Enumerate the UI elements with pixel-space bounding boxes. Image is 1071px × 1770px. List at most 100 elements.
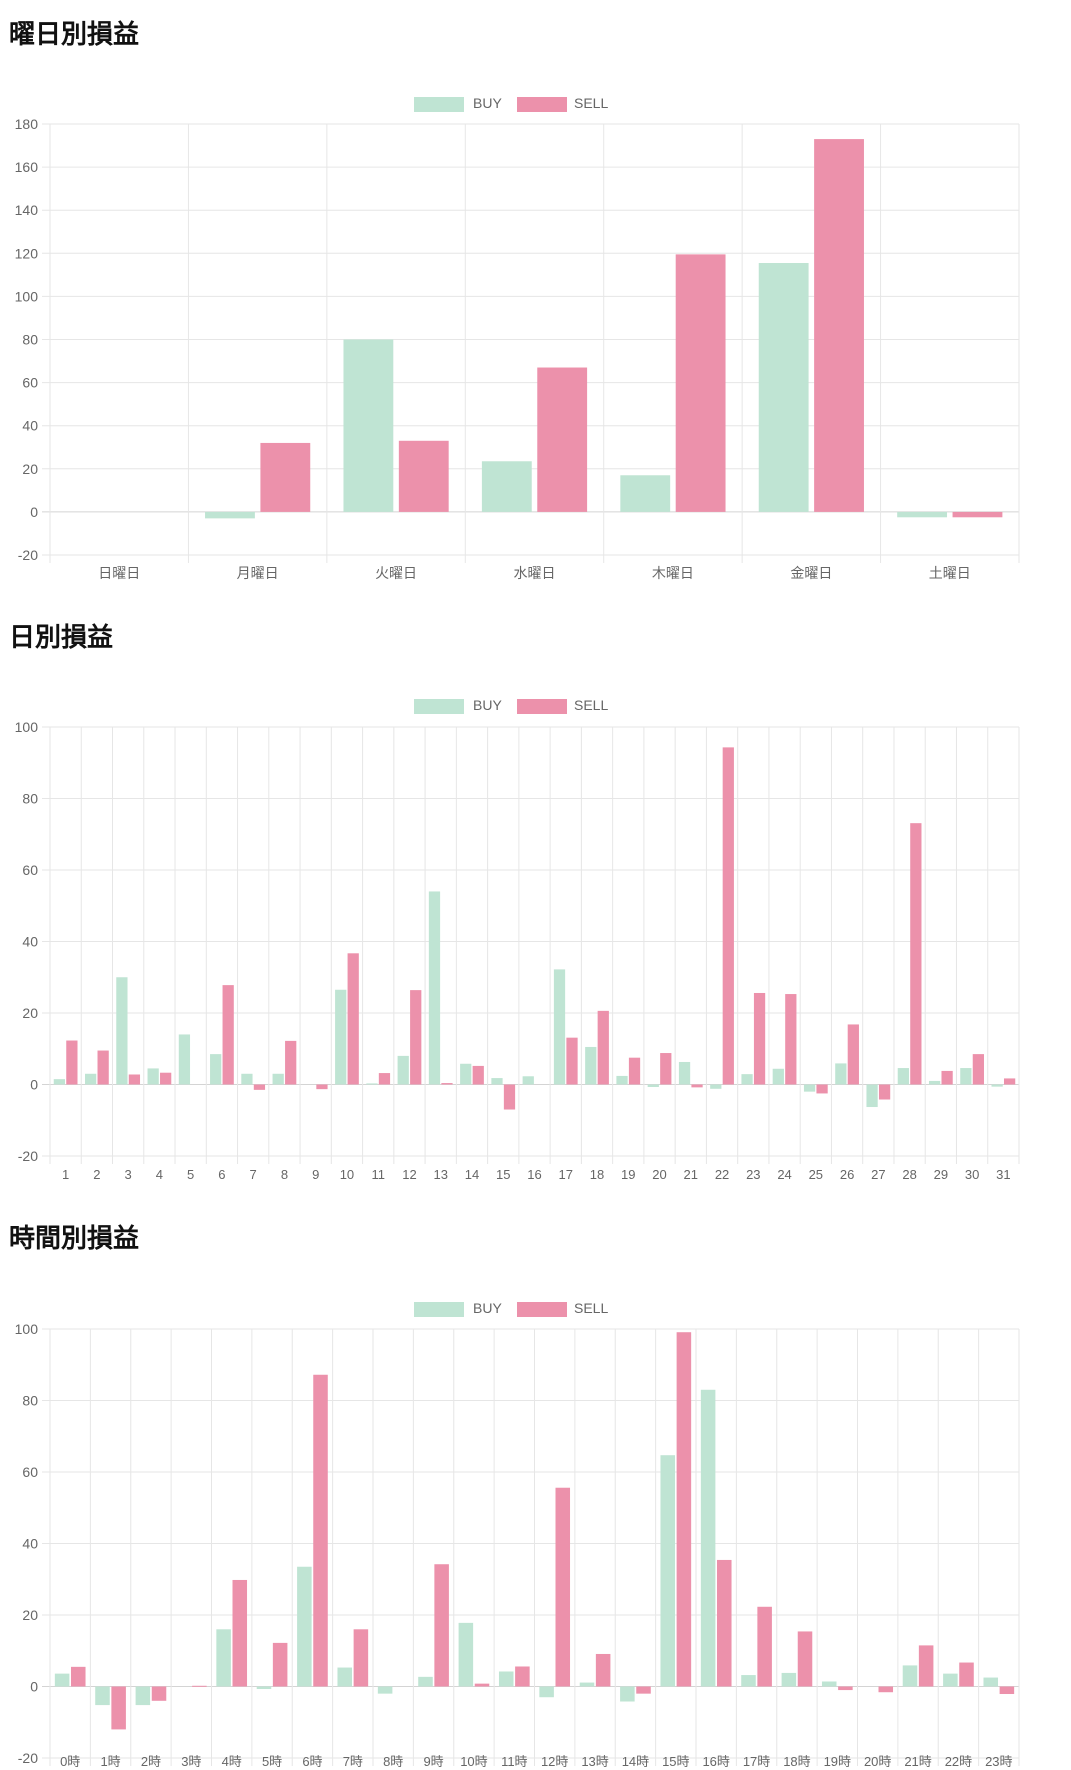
y-tick-label: 80 [22,1393,38,1409]
buy-bar [821,1681,837,1687]
x-tick-label: 24 [777,1167,791,1182]
x-tick-label: 11時 [501,1754,528,1769]
weekday-pnl-chart: 180 160 140 120 100 80 60 40 20 0 -20 日曜日 月曜日 火曜日 水曜日 木… [15,116,1020,581]
sell-bar [814,139,864,512]
x-tick-label: 23時 [985,1754,1012,1769]
sell-bar [474,1683,490,1687]
sell-bar [628,1057,641,1085]
buy-bar [95,1686,110,1706]
buy-bar [377,1686,393,1694]
sell-bar [222,985,234,1085]
legend-sell-swatch[interactable] [517,1302,567,1317]
x-tick-label: 10時 [460,1754,487,1769]
sell-bar [959,1662,974,1687]
sell-bar [378,1073,391,1085]
legend-buy-label[interactable]: BUY [473,1300,502,1316]
x-tick-label: 2時 [141,1754,161,1769]
sell-bar [785,994,797,1085]
buy-bar [620,1686,635,1702]
x-tick-label: 16 [527,1167,541,1182]
buy-bar [116,977,128,1085]
sell-bar [918,1645,934,1687]
y-tick-label: -20 [18,547,38,563]
legend-sell-swatch[interactable] [517,97,567,112]
y-tick-label: 40 [22,418,38,434]
x-tick-label: 17時 [743,1754,770,1769]
legend-buy-swatch[interactable] [414,699,464,714]
buy-bar [758,262,809,512]
y-tick-label: 60 [22,1464,38,1480]
sell-bar [537,367,588,512]
y-tick-label: 180 [15,116,39,132]
sell-bar [595,1653,611,1687]
hourly-legend: BUY SELL [0,1299,1071,1319]
legend-sell-label[interactable]: SELL [574,697,609,713]
sell-bar [253,1084,266,1090]
x-tick-label: 土曜日 [929,565,971,581]
legend-buy-label[interactable]: BUY [473,697,502,713]
buy-bar [256,1686,272,1690]
legend-sell-label[interactable]: SELL [574,95,609,111]
x-tick-label: 20時 [864,1754,891,1769]
buy-bar [772,1068,784,1085]
x-tick-label: 18 [590,1167,604,1182]
hourly-pnl-title: 時間別損益 [9,1224,140,1254]
x-tick-label: 5時 [262,1754,282,1769]
sell-bar [753,992,766,1085]
weekday-pnl-title: 曜日別損益 [9,20,140,50]
sell-bar [999,1686,1015,1695]
x-tick-label: 3 [125,1167,132,1182]
x-tick-label: 22時 [945,1754,972,1769]
buy-bar [866,1084,878,1108]
y-tick-label: 100 [15,1321,39,1337]
legend-buy-label[interactable]: BUY [473,95,502,111]
x-tick-label: 12 [402,1167,416,1182]
x-tick-label: 月曜日 [237,565,279,581]
x-tick-label: 1 [62,1167,69,1182]
sell-bar [70,1666,86,1687]
sell-bar [952,511,1003,518]
buy-bar [943,1673,958,1687]
y-tick-label: 100 [15,719,39,735]
x-tick-label: 6 [218,1167,225,1182]
y-tick-label: 80 [22,332,38,348]
x-tick-label: 6時 [302,1754,322,1769]
x-tick-label: 15 [496,1167,510,1182]
buy-bar [522,1076,534,1085]
sell-bar [636,1686,651,1694]
sell-bar [691,1084,703,1088]
x-tick-label: 9時 [423,1754,443,1769]
buy-bar [366,1083,378,1085]
legend-buy-swatch[interactable] [414,97,464,112]
sell-bar [515,1666,530,1687]
legend-sell-swatch[interactable] [517,699,567,714]
x-tick-label: 14時 [622,1754,649,1769]
sell-bar [410,990,422,1085]
sell-bar [111,1686,126,1730]
sell-bar [97,1050,109,1085]
x-tick-label: 4 [156,1167,163,1182]
x-tick-label: 25 [809,1167,823,1182]
buy-bar [741,1074,753,1085]
sell-bar [434,1564,449,1687]
x-tick-label: 19 [621,1167,635,1182]
y-tick-label: 60 [22,862,38,878]
legend-sell-label[interactable]: SELL [574,1300,609,1316]
buy-bar [960,1068,972,1085]
x-tick-label: 4時 [222,1754,242,1769]
sell-bar [472,1065,484,1085]
x-tick-label: 19時 [824,1754,851,1769]
buy-bar [902,1665,918,1687]
x-tick-label: 21時 [904,1754,931,1769]
legend-buy-swatch[interactable] [414,1302,464,1317]
sell-bar [398,440,449,512]
buy-bar [135,1686,151,1706]
buy-bar [85,1073,97,1085]
y-tick-label: 100 [15,288,39,304]
sell-bar [260,442,311,512]
x-tick-label: 水曜日 [514,565,556,581]
y-tick-label: 40 [22,934,38,950]
x-tick-label: 21 [684,1167,698,1182]
